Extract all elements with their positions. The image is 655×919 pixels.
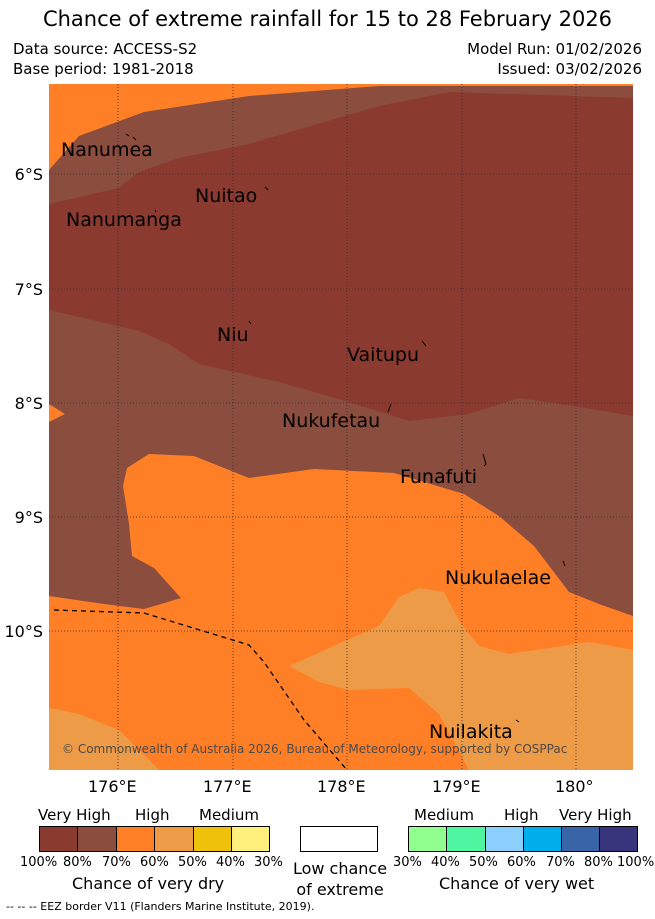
lat-label-10s: 10°S [4, 622, 43, 641]
island-label-nanumea: Nanumea [61, 139, 153, 161]
wet-pct-80: 80% [584, 855, 613, 870]
dry-pct-100: 100% [20, 855, 58, 870]
wet-swatch-very-high-70 [561, 826, 600, 852]
base-period: Base period: 1981-2018 [13, 60, 194, 78]
dry-pct-40: 40% [216, 855, 245, 870]
dry-swatch-very-high-80 [77, 826, 117, 852]
funafuti-atoll [482, 453, 487, 467]
dry-pct-30: 30% [254, 855, 283, 870]
dry-pct-50: 50% [178, 855, 207, 870]
issued-date: Issued: 03/02/2026 [497, 60, 642, 78]
island-label-nukulaelae: Nukulaelae [445, 567, 551, 589]
wet-pct-50: 50% [469, 855, 498, 870]
dry-header-medium: Medium [199, 806, 259, 824]
low-caption-line1: Low chance [292, 859, 388, 878]
nukulaelae-atoll [562, 560, 566, 567]
wet-swatch-high-50 [485, 826, 524, 852]
niu-atoll [248, 320, 252, 325]
dry-swatch-high-60 [154, 826, 194, 852]
island-label-nuilakita: Nuilakita [429, 721, 513, 743]
lon-label-179e: 179°E [432, 777, 481, 796]
wet-pct-70: 70% [546, 855, 575, 870]
dry-pct-60: 60% [140, 855, 169, 870]
dry-pct-80: 80% [63, 855, 92, 870]
dry-swatch-medium-40 [231, 826, 270, 852]
region-medium-dry-east [289, 588, 633, 770]
lat-label-6s: 6°S [14, 165, 43, 184]
wet-swatch-medium-30 [408, 826, 447, 852]
map-area: Nanumea Nuitao Nanumanga Niu Vaitupu Nuk… [49, 84, 633, 770]
wet-header-high: High [504, 806, 539, 824]
low-caption-line2: of extreme [296, 880, 384, 899]
wet-header-very-high: Very High [559, 806, 632, 824]
wet-pct-100: 100% [617, 855, 655, 870]
vaitupu-atoll [421, 340, 427, 347]
dry-caption: Chance of very dry [72, 874, 225, 893]
eez-border [53, 609, 348, 770]
wet-caption: Chance of very wet [439, 874, 595, 893]
wet-pct-60: 60% [507, 855, 536, 870]
lat-label-9s: 9°S [14, 508, 43, 527]
dry-swatch-very-high [39, 826, 78, 852]
island-label-funafuti: Funafuti [400, 466, 478, 488]
island-label-nanumanga: Nanumanga [66, 209, 182, 231]
island-label-vaitupu: Vaitupu [347, 344, 420, 366]
dry-header-high: High [135, 806, 170, 824]
lon-label-180: 180° [555, 777, 594, 796]
wet-swatch-very-high-80 [599, 826, 638, 852]
lon-label-178e: 178°E [317, 777, 366, 796]
dry-swatch-high-70 [116, 826, 155, 852]
eez-border-note: -- -- -- EEZ border V11 (Flanders Marine… [6, 900, 315, 913]
map-title: Chance of extreme rainfall for 15 to 28 … [42, 7, 613, 31]
island-outlines [125, 133, 566, 723]
model-run: Model Run: 01/02/2026 [467, 40, 642, 58]
wet-swatch-medium-40 [446, 826, 486, 852]
nanumea-atoll [125, 133, 137, 141]
region-medium-dry-southwest [49, 708, 159, 770]
lat-label-7s: 7°S [14, 280, 43, 299]
lon-label-177e: 177°E [203, 777, 252, 796]
nukufetau-atoll [387, 403, 392, 413]
data-source: Data source: ACCESS-S2 [13, 40, 198, 58]
island-label-nukufetau: Nukufetau [282, 410, 381, 432]
island-label-nuitao: Nuitao [195, 185, 258, 207]
wet-header-medium: Medium [414, 806, 474, 824]
copyright-note: © Commonwealth of Australia 2026, Bureau… [62, 742, 568, 756]
lat-label-8s: 8°S [14, 394, 43, 413]
nuilakita-atoll [515, 719, 520, 723]
island-label-niu: Niu [217, 324, 249, 346]
dry-swatch-medium-50 [193, 826, 232, 852]
nanumanga-atoll [154, 209, 157, 213]
nuitao-atoll [264, 186, 269, 191]
wet-pct-30: 30% [393, 855, 422, 870]
dry-pct-70: 70% [102, 855, 131, 870]
low-chance-swatch [300, 826, 378, 852]
lon-label-176e: 176°E [88, 777, 137, 796]
wet-pct-40: 40% [431, 855, 460, 870]
grid-lines [49, 84, 633, 770]
dry-header-very-high: Very High [38, 806, 111, 824]
forecast-map [49, 84, 633, 770]
wet-swatch-high-60 [523, 826, 562, 852]
